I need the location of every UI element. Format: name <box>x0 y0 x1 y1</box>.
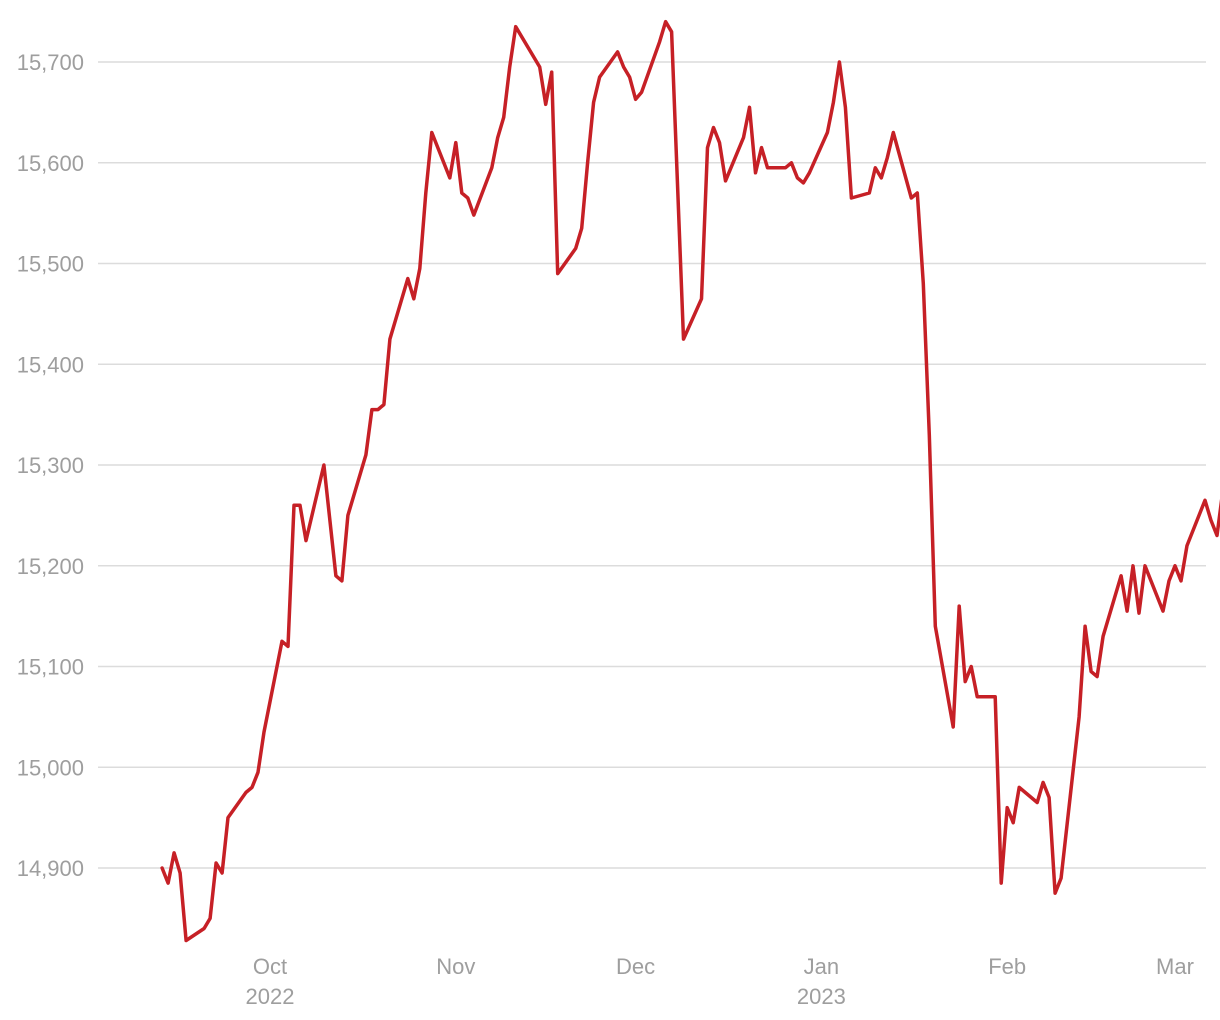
y-tick-label: 14,900 <box>17 856 84 881</box>
y-tick-label: 15,300 <box>17 453 84 478</box>
y-axis-tick-labels: 14,900 15,000 15,100 15,200 15,300 15,400 15,5… <box>17 50 84 881</box>
series-line <box>160 19 1220 943</box>
series-layer <box>160 19 1220 943</box>
y-tick-label: 15,000 <box>17 755 84 780</box>
x-tick-year-label: 2022 <box>246 984 295 1009</box>
gridlines <box>98 61 1206 869</box>
x-tick-label: Oct <box>253 954 287 979</box>
y-tick-label: 15,100 <box>17 655 84 680</box>
y-tick-label: 15,200 <box>17 554 84 579</box>
y-tick-label: 15,500 <box>17 252 84 277</box>
x-tick-label: Jan <box>804 954 839 979</box>
x-tick-label: Feb <box>988 954 1026 979</box>
x-axis-tick-labels: Oct 2022 Nov Dec Jan 2023 Feb Mar <box>246 954 1194 1009</box>
x-tick-label: Dec <box>616 954 655 979</box>
y-tick-label: 15,600 <box>17 151 84 176</box>
x-tick-label: Nov <box>436 954 475 979</box>
y-tick-label: 15,700 <box>17 50 84 75</box>
x-tick-label: Mar <box>1156 954 1194 979</box>
y-tick-label: 15,400 <box>17 352 84 377</box>
x-tick-year-label: 2023 <box>797 984 846 1009</box>
